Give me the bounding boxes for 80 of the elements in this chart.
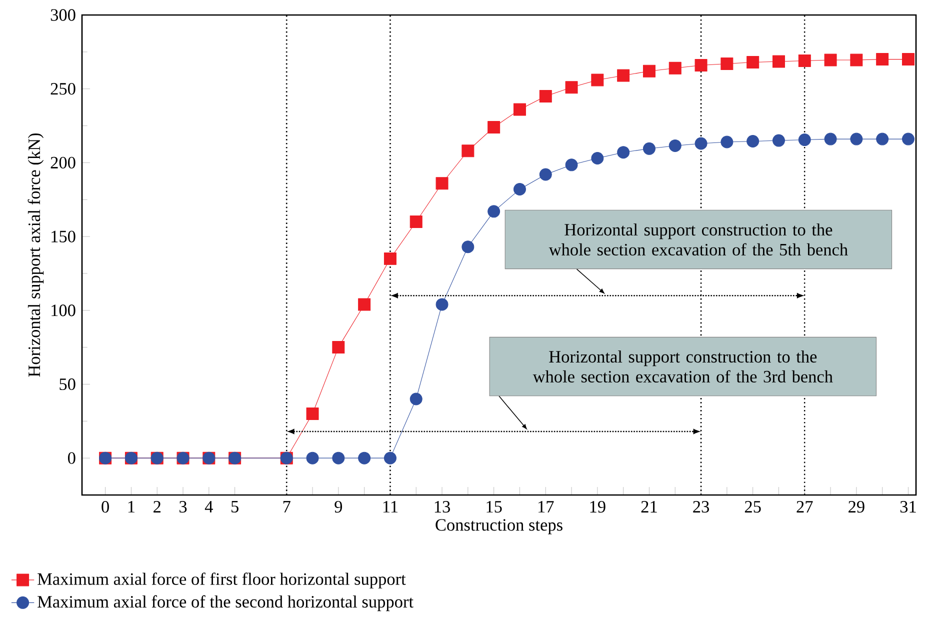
x-tick-label: 21 — [641, 501, 657, 512]
annotation: Horizontal support construction to the whole section excavation of the 3rd bench — [532, 350, 833, 383]
point — [876, 132, 889, 146]
y-tick-label: 200 — [50, 156, 76, 169]
y-tick-label: 250 — [50, 83, 76, 95]
point — [565, 158, 578, 172]
point — [746, 135, 760, 148]
x-tick-label: 27 — [796, 501, 813, 512]
point — [384, 252, 396, 265]
x-tick-label: 7 — [283, 501, 290, 512]
point — [462, 144, 474, 158]
x-tick-label: 29 — [848, 501, 864, 513]
point — [850, 132, 863, 146]
x-tick-label: 23 — [693, 501, 709, 513]
point — [694, 58, 708, 72]
point — [591, 74, 604, 86]
point — [513, 103, 526, 116]
point — [462, 240, 474, 254]
x-axis-title: Construction steps — [436, 519, 562, 534]
x-tick-label: 9 — [334, 501, 342, 513]
point — [642, 64, 656, 78]
point — [746, 56, 760, 68]
point — [384, 452, 396, 464]
y-axis-title: Horizontal support axial force (kN) — [28, 133, 44, 377]
point — [488, 121, 500, 134]
point — [358, 452, 371, 464]
legend-label: Maximum axial force of the second horizontal support — [38, 595, 414, 612]
x-tick-label: 4 — [204, 501, 213, 512]
point — [720, 136, 734, 148]
point — [410, 216, 422, 228]
x-tick-label: 2 — [154, 501, 160, 512]
x-tick-label: 11 — [383, 501, 398, 512]
x-tick-label: 13 — [434, 501, 450, 513]
x-tick-label: 17 — [538, 501, 554, 512]
point — [436, 177, 448, 190]
point — [772, 134, 785, 147]
point — [513, 183, 526, 196]
annotation: Horizontal support construction to the whole section excavation of the 5th bench — [548, 223, 848, 256]
x-tick-label: 19 — [590, 501, 606, 513]
point — [668, 139, 682, 152]
y-tick-label: 50 — [60, 378, 76, 390]
x-tick-label: 0 — [102, 501, 109, 513]
point — [332, 452, 345, 464]
point — [591, 152, 604, 164]
y-tick-label: 300 — [50, 9, 76, 21]
point — [824, 132, 837, 146]
point — [488, 205, 500, 218]
x-tick-label: 25 — [744, 501, 761, 513]
point — [332, 341, 345, 354]
legend-label: Maximum axial force of first floor horizontal support — [38, 572, 406, 588]
point — [539, 90, 552, 102]
x-tick-label: 1 — [128, 501, 134, 512]
point — [850, 54, 863, 66]
y-tick-label: 0 — [68, 452, 76, 464]
x-tick-label: 3 — [180, 501, 187, 513]
point — [902, 53, 914, 66]
point — [772, 55, 785, 68]
y-tick-label: 100 — [52, 304, 76, 316]
x-tick-label: 5 — [232, 501, 238, 512]
point — [798, 134, 811, 146]
point — [306, 408, 319, 420]
point — [694, 137, 708, 150]
point — [876, 53, 889, 66]
point — [824, 54, 837, 66]
point — [642, 142, 656, 155]
point — [436, 298, 448, 311]
point — [798, 54, 811, 68]
point — [720, 57, 734, 70]
point — [565, 81, 578, 94]
point — [902, 132, 914, 146]
point — [617, 146, 630, 159]
point — [668, 62, 682, 74]
point — [410, 392, 422, 406]
point — [358, 298, 371, 311]
x-tick-label: 31 — [900, 501, 916, 513]
point — [617, 69, 630, 82]
point — [539, 168, 552, 181]
x-tick-label: 15 — [486, 501, 502, 513]
y-tick-label: 150 — [52, 230, 76, 242]
point — [306, 452, 319, 464]
